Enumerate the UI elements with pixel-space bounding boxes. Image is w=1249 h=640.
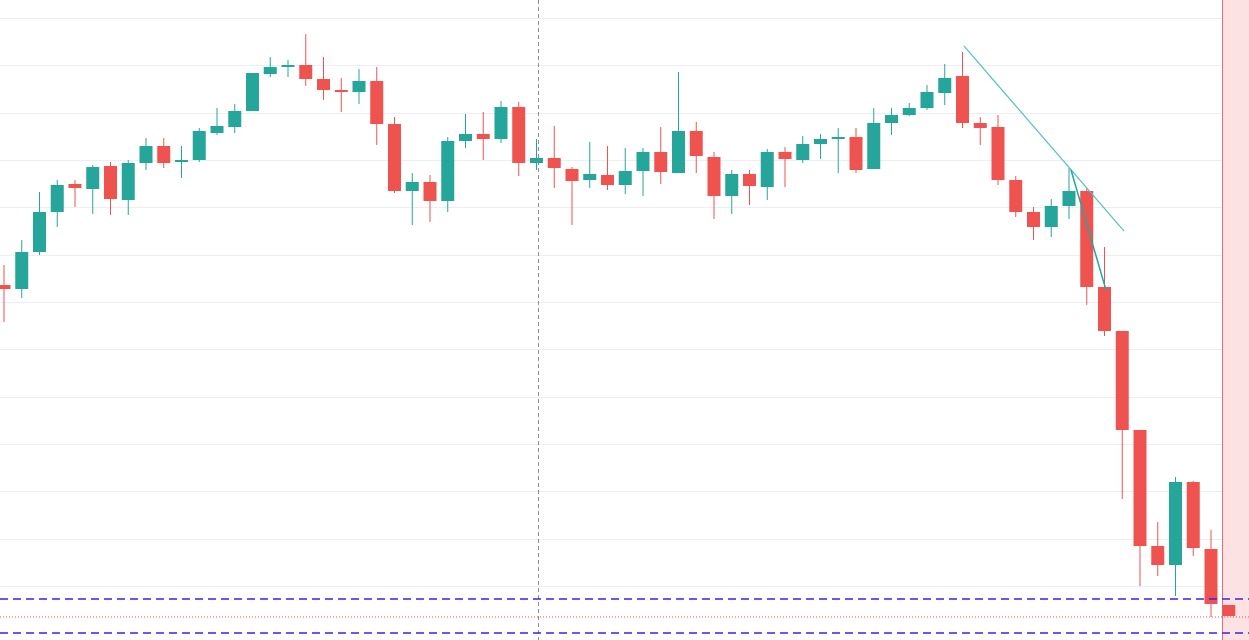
candle-body [15,252,29,289]
candle-body [370,81,384,124]
candle-body [814,139,827,144]
candle-body [512,107,526,163]
candle-body [707,157,721,196]
candle-body [68,184,82,188]
candle-body [50,185,64,212]
candle-body [1062,191,1076,206]
candle-body [405,182,419,191]
candle-body [991,127,1005,180]
candle-body [601,175,614,185]
candle-body [1027,212,1040,227]
candle-body [175,160,188,162]
candle-body [1044,206,1058,227]
candle-body [210,126,224,133]
candle-body [938,78,952,93]
candle-body [86,167,100,189]
candle-body [423,182,437,201]
candle-body [867,123,881,169]
candle-body [1098,287,1111,331]
candle-body [246,73,259,111]
candle-body [1115,331,1129,430]
candle-body [831,137,845,139]
candle-body [317,79,330,90]
candle-body [228,111,242,127]
candle-body [1169,482,1182,565]
candle-body [1222,605,1236,616]
candle-body [885,115,898,123]
candle-body [263,67,277,74]
candle-body [796,144,810,160]
candle-body [494,107,508,139]
candle-body [121,163,135,200]
candle-body [973,123,987,128]
candle-body [441,141,455,201]
candle-body [281,65,295,67]
candle-body [849,137,863,170]
candle-body [760,152,774,187]
candle-body [157,146,171,163]
candle-body [1151,546,1165,565]
candle-body [547,158,561,168]
candle-body [104,166,117,199]
trend-line [1070,169,1107,291]
trend-line [963,45,1125,232]
candle-body [565,169,579,181]
candle-body [459,134,472,141]
candle-body [139,146,153,163]
candle-body [334,90,348,92]
candle-body [654,152,668,172]
candle-body [299,65,313,79]
candle-body [689,131,703,156]
candle-body [1186,482,1200,548]
candle-body [192,131,206,160]
grid [0,18,1249,587]
candle-body [1133,430,1147,546]
candle-body [902,108,916,115]
candle-body [388,124,401,191]
candle-body [352,81,366,92]
candle-body [672,131,685,173]
candle-body [33,212,46,252]
candle-body [778,152,792,159]
candle-body [476,134,490,139]
candle-body [0,285,11,289]
candle-body [530,158,543,163]
candles [0,34,1236,617]
levels [0,598,1249,634]
candle-body [583,174,597,180]
candle-body [725,174,739,196]
candle-body [743,174,756,186]
candle-body [1204,549,1218,604]
candle-body [636,152,650,171]
highlight-zone [1222,0,1249,640]
candle-body [956,76,969,123]
candle-body [618,171,632,185]
candle-body [920,92,934,108]
candle-body [1009,180,1023,212]
